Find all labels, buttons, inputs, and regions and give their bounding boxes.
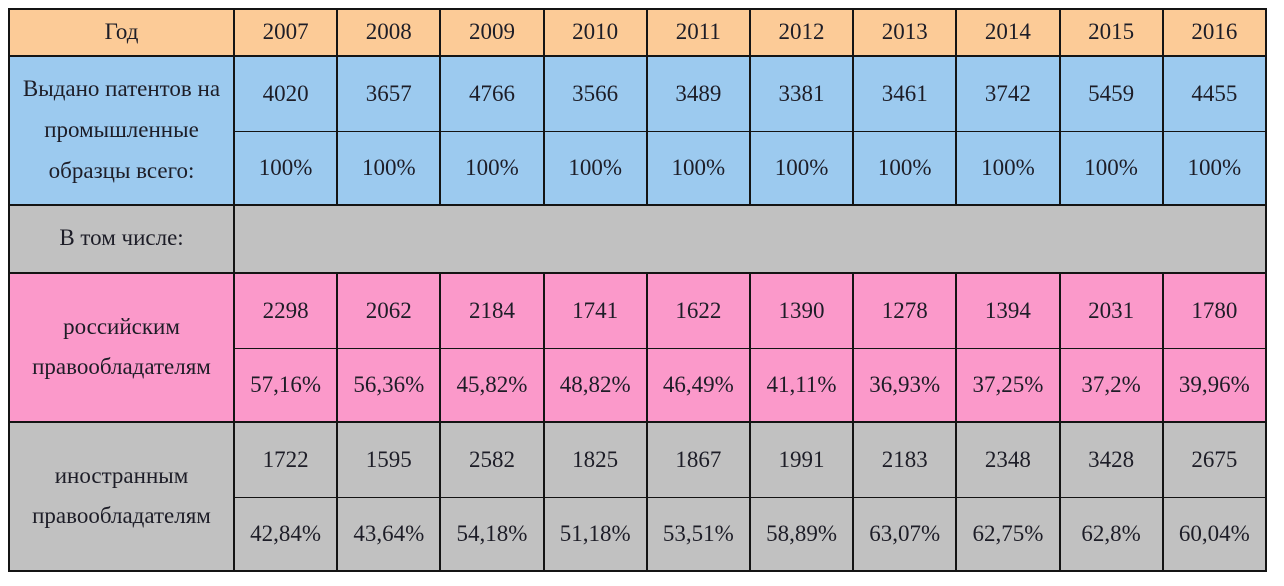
count-cell: 1867: [645, 420, 751, 499]
percent-cell: 42,84%: [232, 497, 339, 572]
percent-cell: 57,16%: [232, 348, 339, 423]
year-cell: 2009: [439, 8, 545, 57]
count-cell: 1741: [542, 271, 648, 350]
count-cell: 2031: [1058, 271, 1164, 350]
count-row-total: Выдано патентов на промышленные образцы …: [8, 54, 1268, 206]
count-cell: 1991: [748, 420, 855, 499]
count-cell: 3428: [1058, 420, 1164, 499]
year-cell: 2016: [1161, 8, 1268, 57]
count-cell: 4766: [439, 54, 545, 133]
count-row-foreign: иностранным правообладателям 1722 1595 2582…: [8, 420, 1268, 572]
percent-cell: 54,18%: [439, 497, 545, 572]
percent-cell: 100%: [336, 131, 442, 206]
count-cell: 3742: [955, 54, 1061, 133]
percent-cell: 46,49%: [645, 348, 751, 423]
percent-cell: 100%: [852, 131, 958, 206]
count-cell: 3461: [852, 54, 958, 133]
percent-cell: 37,2%: [1058, 348, 1164, 423]
count-cell: 2348: [955, 420, 1061, 499]
year-cell: 2007: [232, 8, 339, 57]
year-cell: 2015: [1058, 8, 1164, 57]
percent-cell: 100%: [1058, 131, 1164, 206]
year-cell: 2013: [852, 8, 958, 57]
percent-cell: 37,25%: [955, 348, 1061, 423]
table-wrap: Год 2007 2008 2009 2010 2011 2012 2013 2014 2015 2…: [8, 8, 1268, 572]
percent-cell: 62,8%: [1058, 497, 1164, 572]
percent-cell: 45,82%: [439, 348, 545, 423]
year-cell: 2014: [955, 8, 1061, 57]
percent-cell: 100%: [748, 131, 855, 206]
percent-cell: 48,82%: [542, 348, 648, 423]
percent-cell: 41,11%: [748, 348, 855, 423]
count-row-russian: российским правообладателям 2298 2062 2184 1…: [8, 271, 1268, 423]
count-cell: 1390: [748, 271, 855, 350]
count-cell: 1278: [852, 271, 958, 350]
percent-row-foreign: 42,84% 43,64% 54,18% 51,18% 53,51% 58,89% 63,0…: [9, 497, 1268, 572]
count-cell: 2298: [232, 271, 339, 350]
count-cell: 1595: [336, 420, 442, 499]
including-row: В том числе:: [8, 203, 1267, 274]
count-cell: 1622: [645, 271, 751, 350]
percent-cell: 60,04%: [1161, 497, 1268, 572]
count-cell: 3381: [748, 54, 855, 133]
year-cell: 2011: [645, 8, 751, 57]
percent-cell: 100%: [439, 131, 545, 206]
row-label-russian: российским правообладателям: [8, 271, 235, 423]
percent-cell: 43,64%: [336, 497, 442, 572]
percent-cell: 53,51%: [645, 497, 751, 572]
row-label-including: В том числе:: [8, 203, 235, 274]
percent-cell: 58,89%: [748, 497, 855, 572]
count-cell: 4020: [232, 54, 339, 133]
count-cell: 5459: [1058, 54, 1164, 133]
row-label-foreign: иностранным правообладателям: [8, 420, 235, 572]
patents-table: Год 2007 2008 2009 2010 2011 2012 2013 2014 2015 2…: [8, 8, 1268, 572]
row-label-total: Выдано патентов на промышленные образцы …: [8, 54, 235, 206]
percent-cell: 100%: [232, 131, 339, 206]
including-empty-cell: [233, 203, 1267, 274]
year-cell: 2008: [336, 8, 442, 57]
count-cell: 1394: [955, 271, 1061, 350]
count-cell: 2183: [852, 420, 958, 499]
percent-cell: 36,93%: [852, 348, 958, 423]
corner-cell-year-label: Год: [8, 8, 235, 57]
table-body: Год 2007 2008 2009 2010 2011 2012 2013 2014 2015 2…: [8, 8, 1268, 572]
percent-row-total: 100% 100% 100% 100% 100% 100% 100% 100% 100% 100%: [9, 131, 1268, 206]
percent-cell: 51,18%: [542, 497, 648, 572]
percent-cell: 100%: [955, 131, 1061, 206]
count-cell: 2062: [336, 271, 442, 350]
percent-cell: 39,96%: [1161, 348, 1268, 423]
percent-cell: 100%: [1161, 131, 1268, 206]
count-cell: 3489: [645, 54, 751, 133]
count-cell: 4455: [1161, 54, 1268, 133]
year-cell: 2012: [748, 8, 855, 57]
year-cell: 2010: [542, 8, 648, 57]
percent-cell: 100%: [645, 131, 751, 206]
percent-cell: 62,75%: [955, 497, 1061, 572]
percent-cell: 100%: [542, 131, 648, 206]
percent-row-russian: 57,16% 56,36% 45,82% 48,82% 46,49% 41,11% 36,9…: [9, 348, 1268, 423]
count-cell: 3566: [542, 54, 648, 133]
count-cell: 2675: [1161, 420, 1268, 499]
count-cell: 3657: [336, 54, 442, 133]
percent-cell: 63,07%: [852, 497, 958, 572]
count-cell: 1825: [542, 420, 648, 499]
count-cell: 1722: [232, 420, 339, 499]
count-cell: 2184: [439, 271, 545, 350]
header-row: Год 2007 2008 2009 2010 2011 2012 2013 2014 2015 2…: [8, 8, 1268, 57]
percent-cell: 56,36%: [336, 348, 442, 423]
count-cell: 1780: [1161, 271, 1268, 350]
count-cell: 2582: [439, 420, 545, 499]
